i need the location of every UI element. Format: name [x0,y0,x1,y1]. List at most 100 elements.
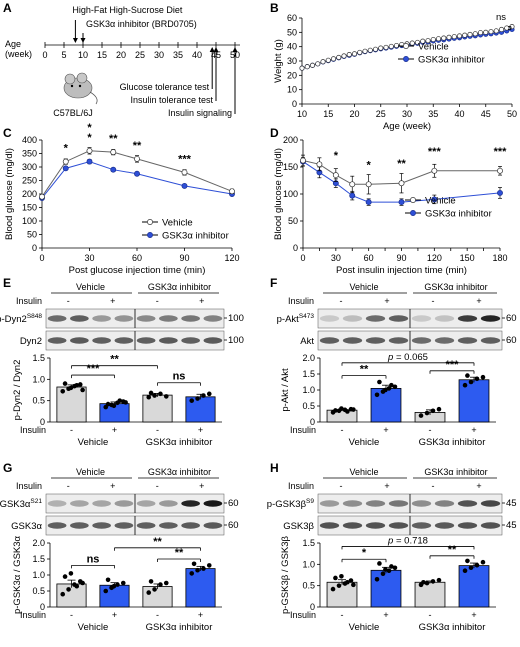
significance-star: ** [133,140,142,152]
blot-band [480,522,501,529]
blot-band [480,315,501,322]
blot-label: GSK3β [283,521,314,532]
significance-star: ** [109,133,118,145]
y-tick-label: 0 [40,417,45,427]
data-point [123,400,128,405]
data-point [117,398,123,403]
data-point [462,382,468,388]
insulin-state: - [67,296,70,306]
significance-star: ** [360,364,369,376]
data-point [134,155,140,162]
timeline-axis-label: (week) [5,49,32,59]
x-tick-label: 180 [492,253,507,263]
group-label-inhibitor: GSK3α inhibitor [148,467,211,477]
y-tick-label: 0 [32,243,37,253]
blot-label: p-Dyn2S848 [0,313,42,325]
blot-band [411,337,432,344]
data-point [163,580,169,586]
data-point [346,51,352,58]
data-point [480,374,486,380]
y-tick-label: 0 [40,602,45,612]
x-tick-label: 15 [323,109,333,119]
data-point [424,580,430,586]
y-tick-label: 0.5 [32,586,45,596]
panel-letter: H [270,461,279,475]
y-tick-label: 40 [287,42,297,52]
y-tick-label: 200 [22,189,37,199]
data-point [446,34,452,40]
data-point [80,580,85,586]
y-tick-label: 350 [22,149,37,159]
data-point [163,394,169,399]
data-point [414,39,421,45]
data-point [330,56,337,62]
x-tick-label: 20 [349,109,359,119]
significance-star: ** [397,158,406,170]
data-point [304,64,310,70]
timeline-tick-label: 15 [97,50,107,60]
data-point [351,407,356,412]
blot-band [457,500,478,507]
kda-label: 45 [506,498,517,509]
panel-letter: B [270,1,279,15]
data-point [372,46,379,52]
blot-band [181,522,200,529]
significance-star: * [367,159,372,171]
group-label-vehicle: Vehicle [349,622,380,633]
data-point [465,558,470,564]
data-point [420,38,426,44]
blot-band [457,315,478,322]
y-tick-label: 1.5 [32,554,45,564]
data-point [357,49,363,55]
y-tick-label: 1.0 [32,374,45,384]
data-point [74,583,80,589]
mouse-eye [78,84,82,88]
insulin-label: Insulin [290,610,316,620]
data-point [339,406,344,411]
data-point [148,390,154,396]
data-point [229,188,235,195]
data-point [425,38,431,44]
data-point [497,189,503,196]
blot-label: Dyn2 [20,336,42,347]
blot-band [203,315,223,322]
mouse-ear [76,72,88,84]
insulin-state: + [198,610,203,620]
timeline-tick-label: 10 [78,50,88,60]
arrow-head [80,38,86,43]
timeline-tick-label: 35 [173,50,183,60]
legend-marker [403,56,409,62]
arrow-head [72,38,78,43]
y-tick-label: 200 [283,135,298,145]
data-point [386,386,392,391]
x-tick-label: 90 [179,253,189,263]
insulin-label: Insulin [20,425,46,435]
group-label-vehicle: Vehicle [76,467,105,477]
y-tick-label: 100 [283,189,298,199]
timeline-tick-label: 20 [116,50,126,60]
insulin-state: - [67,481,70,491]
insulin-state: + [384,296,389,306]
x-tick-label: 150 [460,253,475,263]
kda-label: 60 [506,313,517,324]
blot-band [434,522,455,529]
significance-star: ns [87,553,100,565]
panel-letter: C [3,126,12,140]
data-point [320,59,326,65]
group-label-inhibitor: GSK3α inhibitor [424,467,487,477]
insulin-state: - [341,425,344,435]
data-point [380,571,386,577]
data-point [181,169,188,176]
event-diet: High-Fat High-Sucrose Diet [72,5,183,15]
mouse-eye [70,84,74,88]
data-point [467,31,473,38]
data-point [462,32,468,38]
event-inhibitor: GSK3α inhibitor (BRD0705) [86,19,197,29]
data-point [146,590,152,595]
data-point [325,57,331,63]
y-tick-label: 1.5 [302,369,315,379]
data-point [374,576,380,582]
blot-band [365,500,386,507]
y-tick-label: 50 [288,216,298,226]
blot-label: GSK3α [11,521,42,532]
